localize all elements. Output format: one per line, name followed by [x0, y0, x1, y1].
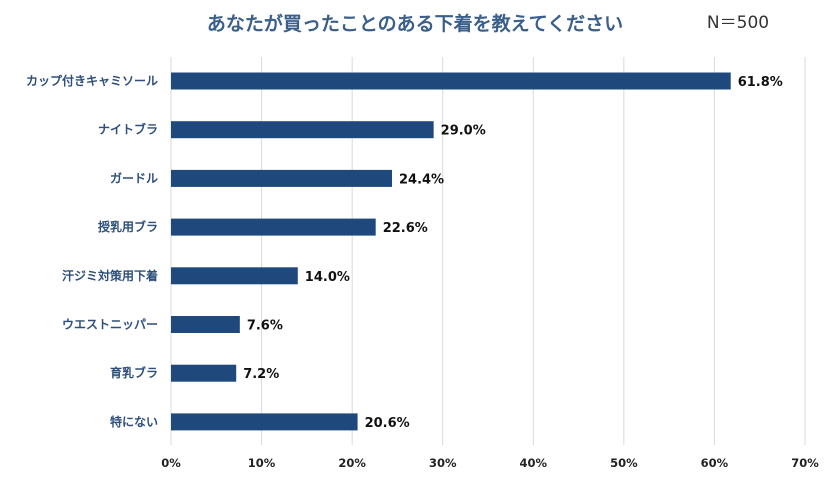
- data-label: 14.0%: [305, 270, 350, 285]
- data-label: 7.6%: [247, 319, 283, 334]
- category-label: 授乳用ブラ: [98, 219, 158, 234]
- sample-size-note: N＝500: [707, 13, 769, 33]
- data-label: 20.6%: [365, 416, 410, 431]
- category-label: 育乳ブラ: [110, 365, 158, 380]
- category-label: 特にない: [110, 414, 158, 429]
- x-tick-label: 30%: [429, 456, 457, 470]
- x-tick-label: 70%: [791, 456, 819, 470]
- x-tick-label: 60%: [701, 456, 729, 470]
- data-label: 7.2%: [243, 367, 279, 382]
- bar: [171, 364, 237, 382]
- data-labels: 61.8% 29.0% 24.4% 22.6% 14.0% 7.6% 7.2% 20.6%: [243, 75, 783, 431]
- x-tick-label: 10%: [248, 456, 276, 470]
- x-axis-ticks: 0% 10% 20% 30% 40% 50% 60% 70%: [161, 456, 819, 470]
- bar: [171, 413, 358, 431]
- bar: [171, 169, 392, 187]
- x-tick-label: 40%: [520, 456, 548, 470]
- chart-title: あなたが買ったことのある下着を教えてください: [207, 12, 623, 35]
- category-labels: カップ付きキャミソールナイトブラガードル授乳用ブラ汗ジミ対策用下着ウエストニッパ…: [26, 73, 158, 429]
- x-tick-label: 50%: [610, 456, 638, 470]
- x-tick-label: 0%: [161, 456, 181, 470]
- category-label: ガードル: [110, 170, 158, 185]
- data-label: 61.8%: [738, 75, 783, 90]
- bar: [171, 316, 240, 333]
- bar: [171, 72, 731, 90]
- gridlines: [170, 57, 806, 445]
- category-label: カップ付きキャミソール: [26, 73, 158, 88]
- category-label: ウエストニッパー: [62, 318, 158, 332]
- x-tick-label: 20%: [338, 456, 366, 470]
- bar: [171, 267, 298, 285]
- bar: [171, 218, 376, 236]
- category-label: ナイトブラ: [98, 122, 158, 137]
- data-label: 22.6%: [383, 221, 428, 236]
- bars: [171, 72, 731, 431]
- bar: [171, 121, 434, 139]
- category-label: 汗ジミ対策用下着: [62, 268, 158, 283]
- data-label: 29.0%: [441, 124, 486, 139]
- data-label: 24.4%: [399, 172, 444, 187]
